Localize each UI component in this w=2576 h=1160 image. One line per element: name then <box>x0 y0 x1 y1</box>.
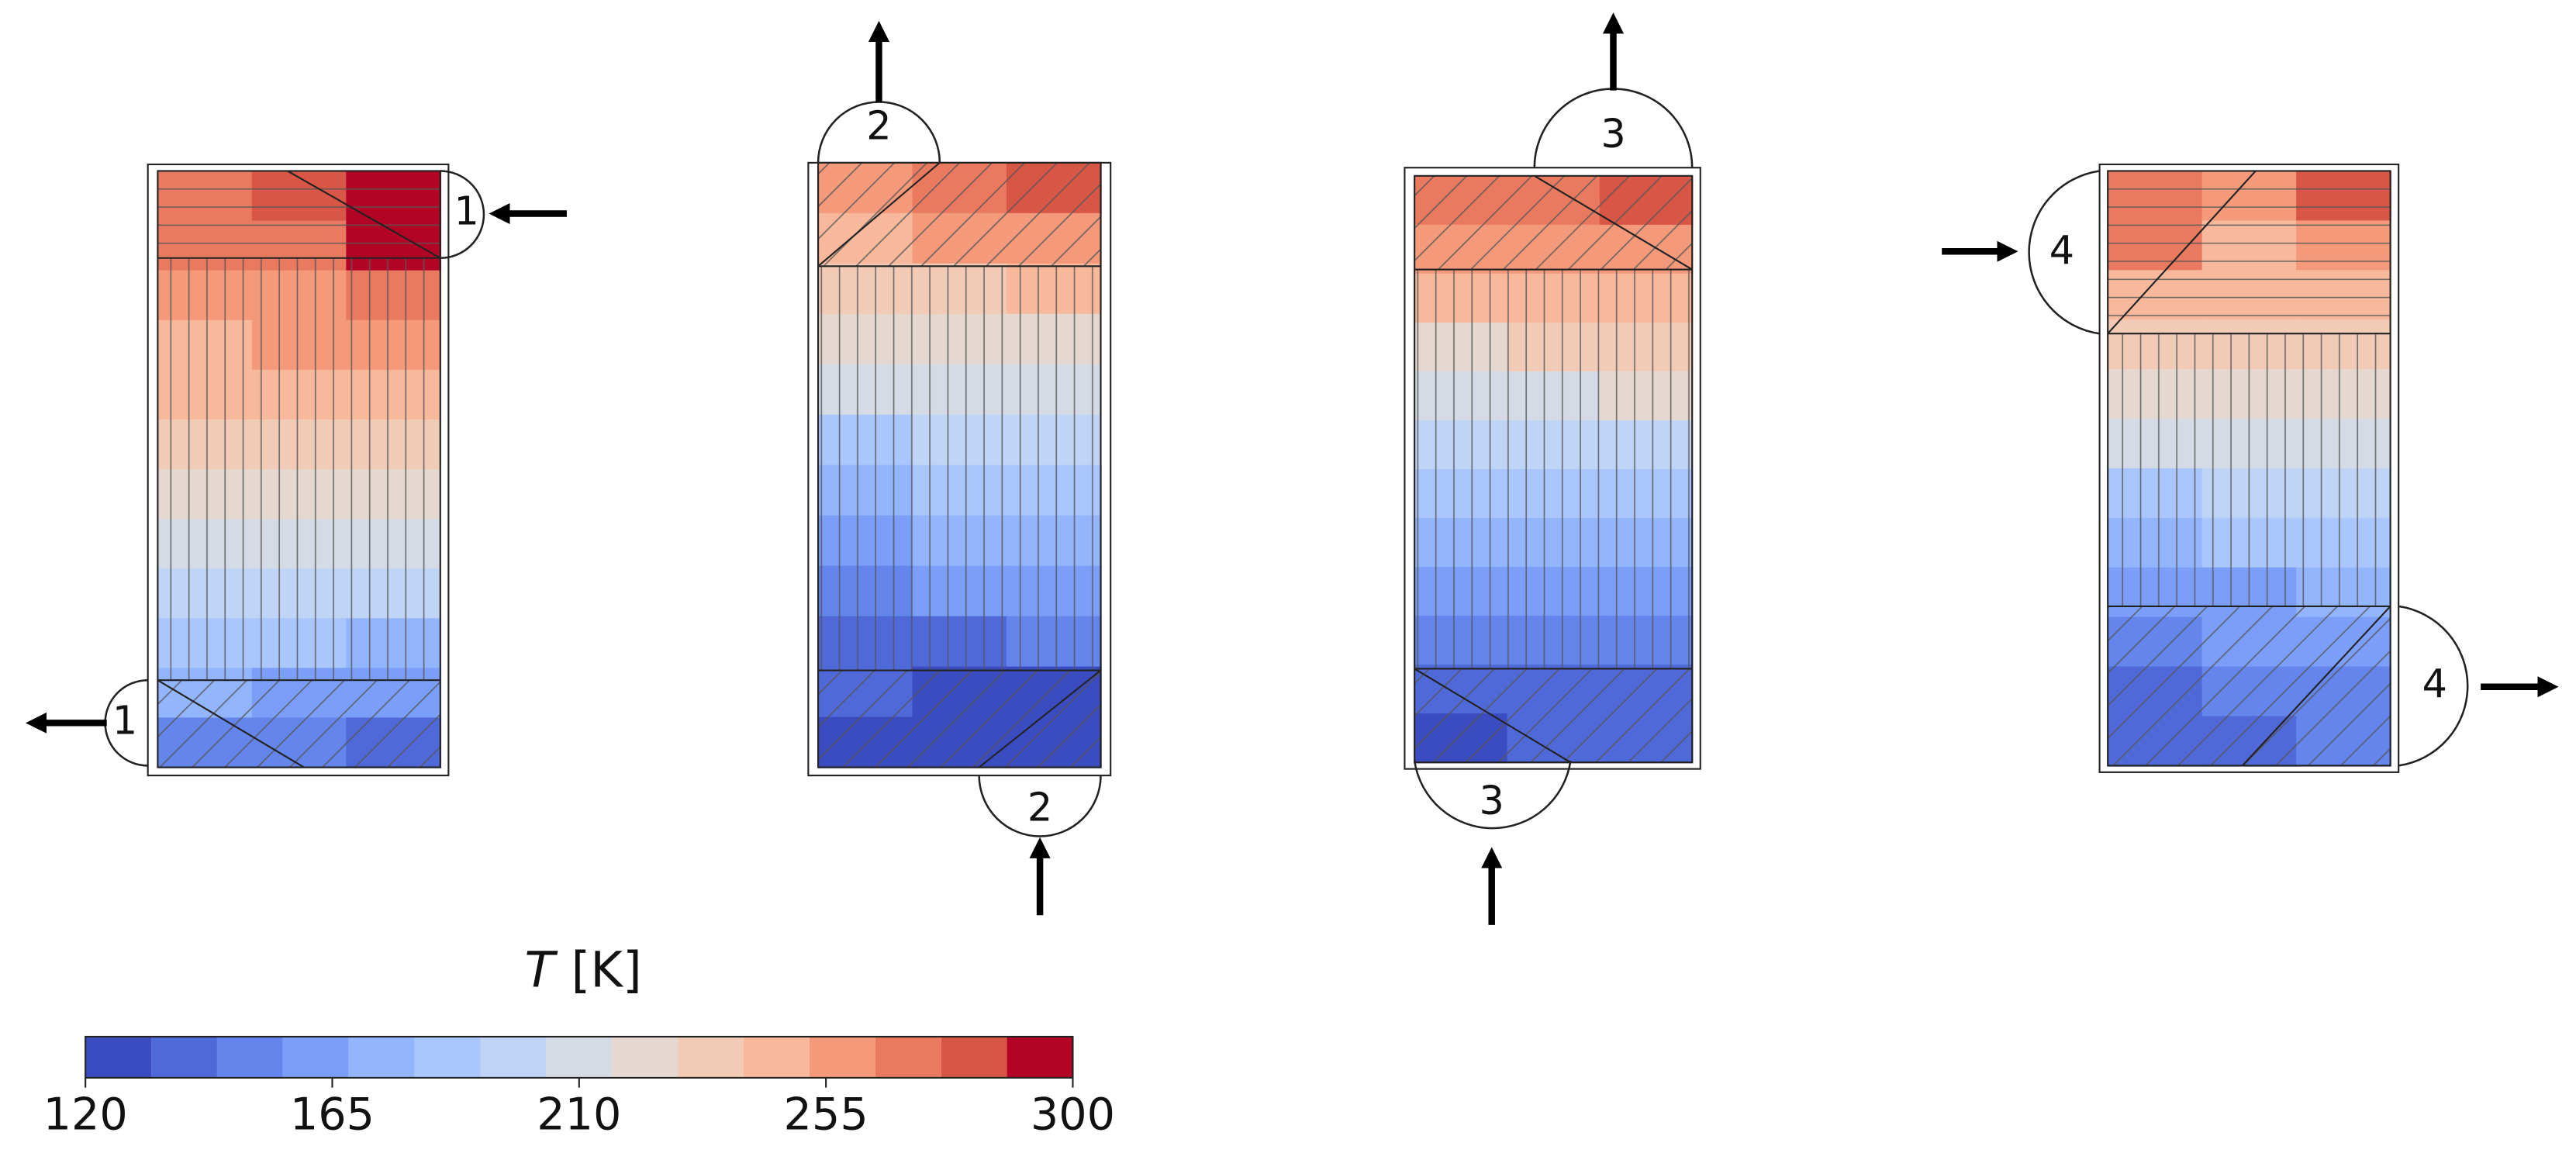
header-divider <box>2107 170 2257 334</box>
header-divider <box>1414 668 1571 764</box>
colorbar-band <box>282 1036 349 1078</box>
colorbar-tick-label: 120 <box>43 1089 128 1140</box>
plate: 33 <box>1404 12 1701 925</box>
plate-border <box>157 170 441 768</box>
header-divider <box>817 162 941 268</box>
colorbar-tick-label: 165 <box>290 1089 375 1140</box>
colorbar-band <box>875 1036 941 1078</box>
hatch-header <box>1414 175 1693 270</box>
colorbar-label: T [K] <box>524 941 641 998</box>
colorbar-band <box>1007 1036 1073 1078</box>
colorbar-band <box>480 1036 547 1078</box>
colorbar-unit: [K] <box>571 941 641 998</box>
plate: 11 <box>26 163 567 777</box>
port <box>1413 760 1572 830</box>
hatch-channel <box>1414 269 1693 669</box>
colorbar-tick-label: 255 <box>784 1089 868 1140</box>
colorbar-tick-label: 210 <box>537 1089 621 1140</box>
plate-frame <box>147 163 450 777</box>
port-label: 2 <box>1027 785 1052 830</box>
colorbar-band <box>678 1036 744 1078</box>
port-label: 1 <box>454 188 479 234</box>
port-label: 1 <box>112 697 137 743</box>
plate: 22 <box>807 20 1112 916</box>
colorbar-band <box>612 1036 679 1078</box>
hatch-header <box>2108 171 2391 334</box>
port <box>440 170 485 260</box>
plate-frame <box>2098 163 2400 773</box>
hatch-header <box>2108 606 2391 766</box>
colorbar-band <box>216 1036 283 1078</box>
port-label: 4 <box>2422 661 2447 707</box>
hatch-header <box>818 162 1101 267</box>
hatch-header <box>157 680 440 768</box>
port-label: 3 <box>1480 778 1504 823</box>
colorbar-band <box>85 1036 152 1078</box>
colorbar-band <box>414 1036 481 1078</box>
plate-border <box>2107 170 2391 767</box>
header-divider <box>2242 606 2391 767</box>
colorbar-band <box>348 1036 415 1078</box>
hatch-channel <box>818 266 1101 671</box>
port-label: 2 <box>866 102 891 148</box>
hatch-channel <box>157 257 440 681</box>
colorbar-tick-label: 300 <box>1031 1089 1115 1140</box>
header-divider <box>1534 174 1693 271</box>
port <box>978 775 1102 837</box>
header-divider <box>157 679 305 768</box>
hatch-header <box>157 171 440 258</box>
colorbar-band <box>744 1036 810 1078</box>
colorbar-band <box>941 1036 1007 1078</box>
port <box>2028 170 2100 335</box>
colorbar-symbol: T <box>524 941 558 998</box>
hatch-header <box>818 670 1101 768</box>
colorbar-band <box>546 1036 613 1078</box>
colorbar-band <box>151 1036 217 1078</box>
hatch-channel <box>2108 333 2391 606</box>
port-label: 3 <box>1601 111 1625 157</box>
header-divider <box>287 170 441 259</box>
plate-frame <box>1404 167 1701 770</box>
plate-border <box>817 161 1102 768</box>
port <box>2398 605 2469 767</box>
header-divider <box>979 669 1102 768</box>
plate: 44 <box>1942 163 2559 773</box>
colorbar-band <box>809 1036 875 1078</box>
hatch-header <box>1414 668 1693 763</box>
plate-border <box>1414 174 1694 764</box>
port-label: 4 <box>2049 227 2074 273</box>
